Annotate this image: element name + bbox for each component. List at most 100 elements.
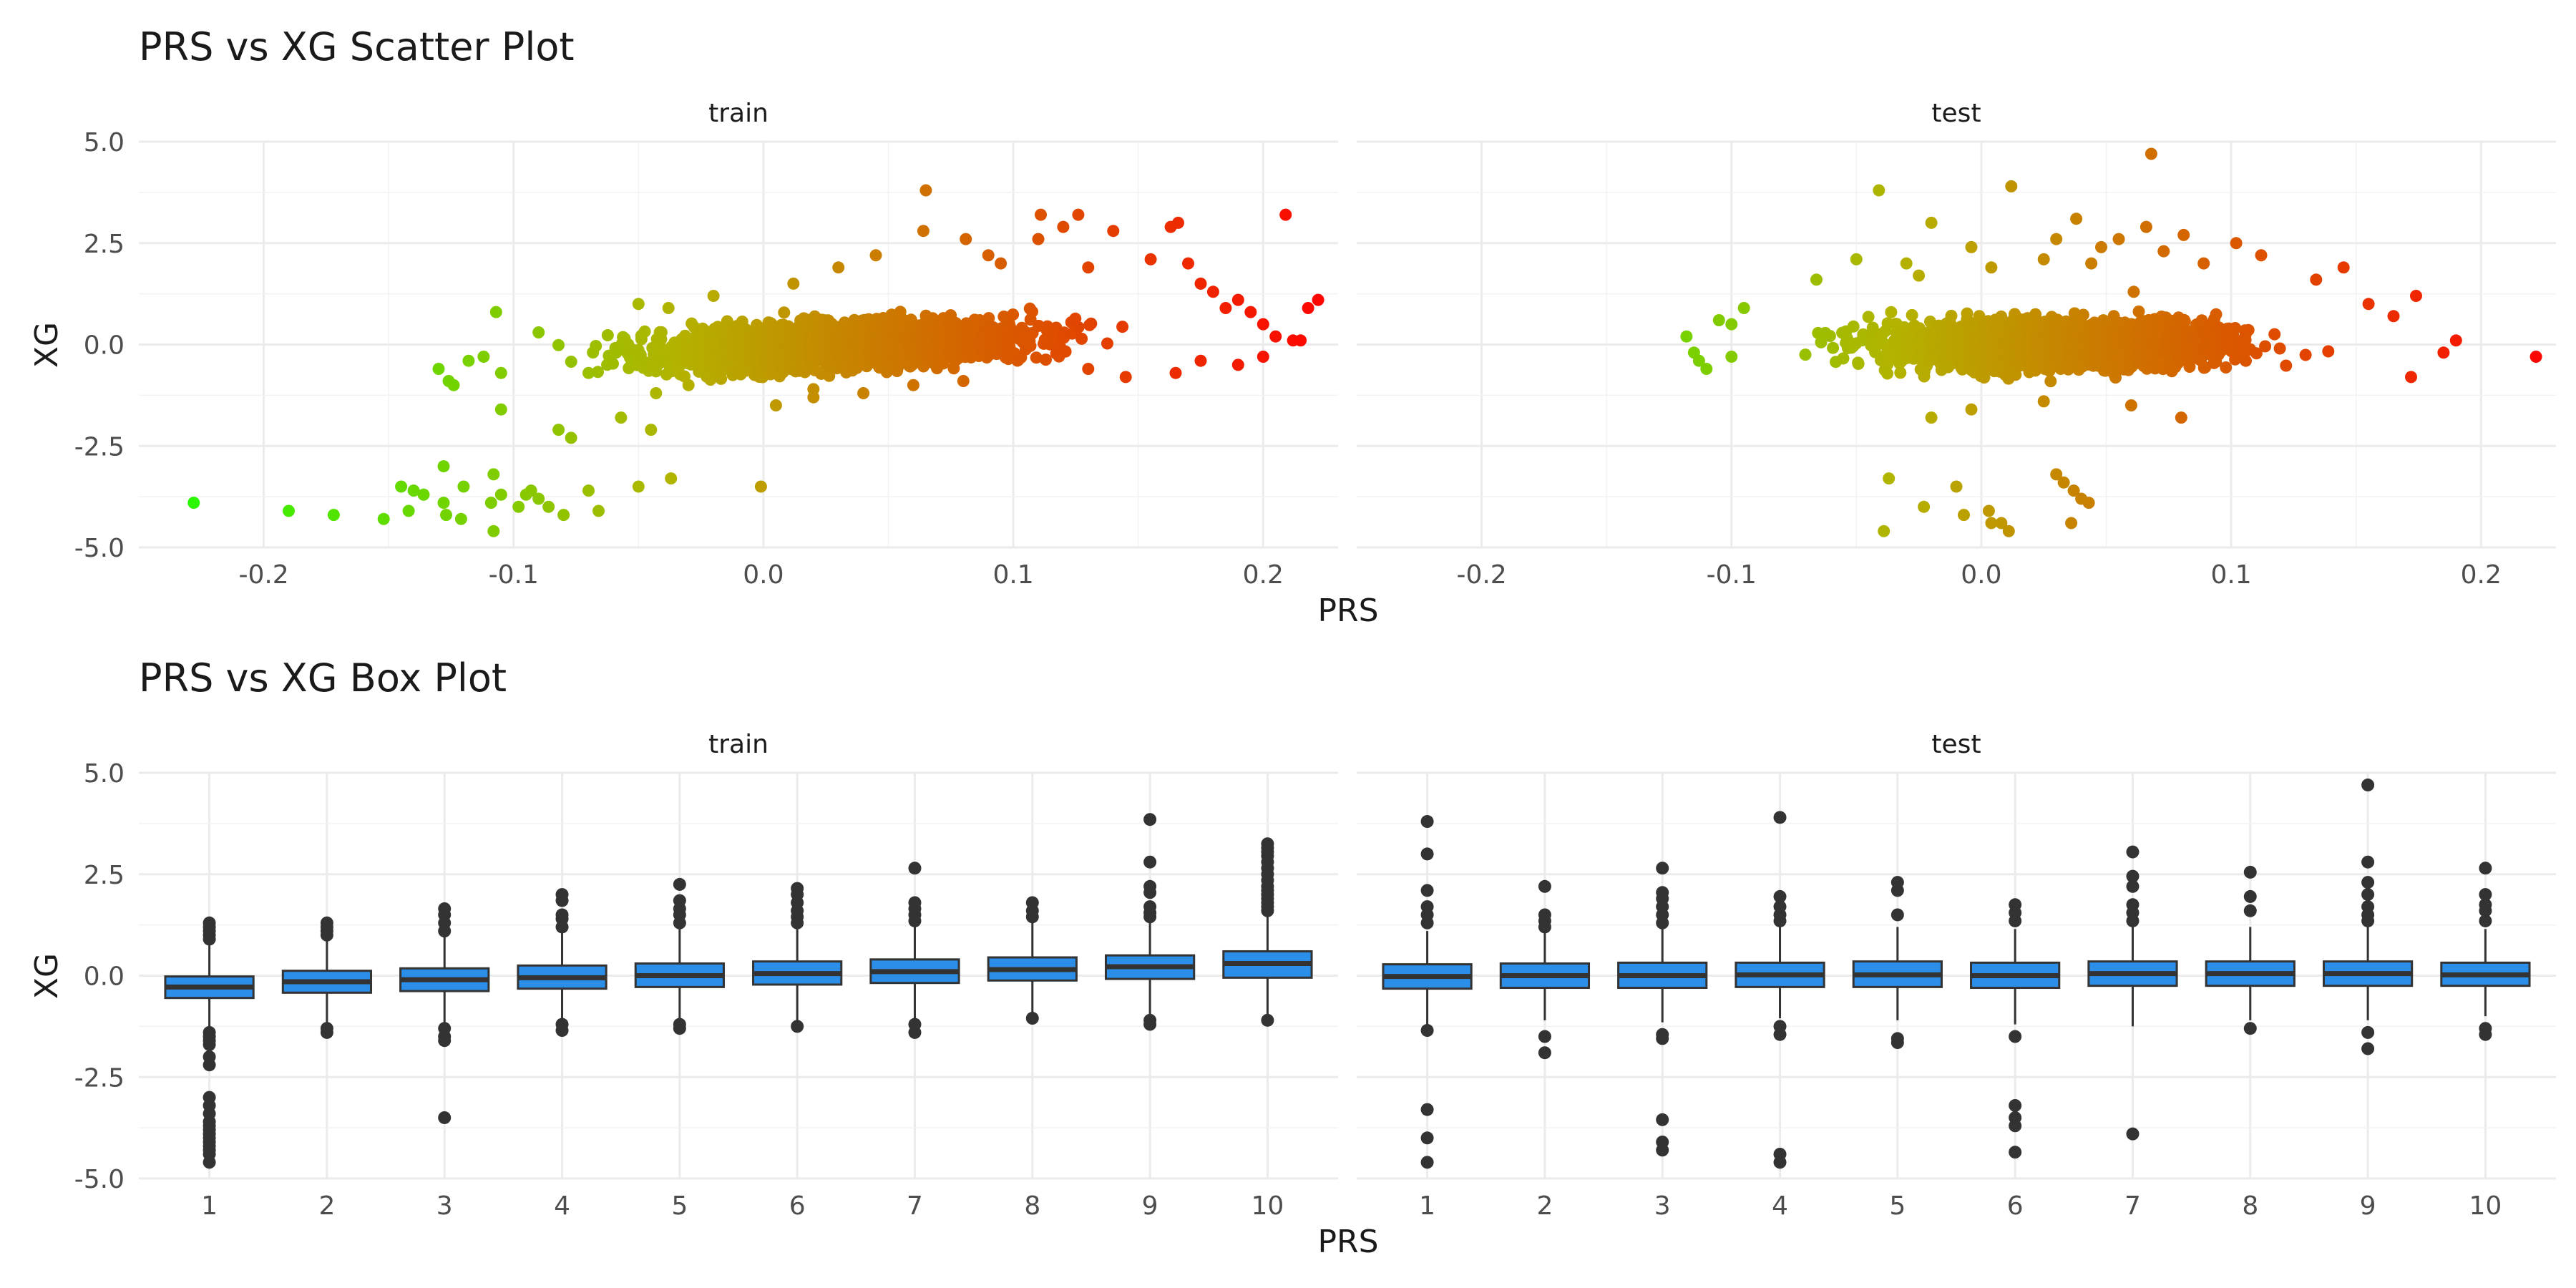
scatter-point xyxy=(525,484,537,497)
scatter-point xyxy=(1950,480,1963,493)
scatter-point xyxy=(665,472,678,485)
scatter-point xyxy=(655,326,668,338)
scatter-point xyxy=(1700,363,1713,375)
scatter-point xyxy=(1007,308,1020,321)
scatter-point xyxy=(1057,220,1070,233)
scatter-point xyxy=(1852,358,1865,370)
scatter-point xyxy=(417,488,430,501)
scatter-strip-label: train xyxy=(708,99,769,128)
scatter-point xyxy=(1026,306,1038,318)
scatter-point xyxy=(582,484,595,497)
scatter-strip-label: test xyxy=(1931,99,1981,128)
scatter-point xyxy=(2057,476,2070,489)
scatter-point xyxy=(1279,208,1292,221)
scatter-y-tick-label: 2.5 xyxy=(84,230,125,259)
scatter-point xyxy=(1945,309,1958,322)
scatter-point xyxy=(1965,240,1978,253)
scatter-point xyxy=(187,497,200,509)
scatter-x-tick-label: 0.1 xyxy=(2210,560,2251,590)
scatter-point xyxy=(1312,293,1324,306)
scatter-point xyxy=(832,261,845,274)
scatter-point xyxy=(2044,375,2057,388)
scatter-point xyxy=(462,354,475,367)
scatter-point xyxy=(707,290,720,302)
scatter-point xyxy=(1194,277,1207,290)
scatter-y-tick-label: 0.0 xyxy=(84,331,125,361)
scatter-point xyxy=(1725,318,1738,331)
scatter-point xyxy=(1985,261,1998,274)
scatter-point xyxy=(662,302,675,314)
scatter-point xyxy=(1913,269,1926,282)
scatter-point xyxy=(1206,286,1219,298)
scatter-point xyxy=(1035,208,1047,221)
scatter-point xyxy=(407,484,420,497)
scatter-point xyxy=(982,249,995,262)
scatter-point xyxy=(1219,302,1232,314)
scatter-point xyxy=(787,277,800,290)
scatter-point xyxy=(2095,240,2107,253)
scatter-point xyxy=(565,356,577,368)
scatter-point xyxy=(1878,525,1890,537)
scatter-point xyxy=(1194,354,1207,367)
scatter-point xyxy=(2070,213,2083,225)
scatter-point xyxy=(1075,332,1088,345)
scatter-point xyxy=(1737,302,1750,314)
scatter-point xyxy=(1257,351,1269,363)
scatter-point xyxy=(457,480,470,493)
scatter-point xyxy=(592,504,605,517)
scatter-y-tick-label: -5.0 xyxy=(74,534,125,563)
scatter-point xyxy=(1894,366,1907,379)
scatter-point xyxy=(327,509,340,522)
scatter-x-tick-label: -0.1 xyxy=(489,560,539,590)
scatter-point xyxy=(1885,306,1898,318)
scatter-point xyxy=(1906,308,1918,321)
scatter-point xyxy=(1107,225,1120,238)
scatter-point xyxy=(1873,184,1885,197)
scatter-point xyxy=(632,298,645,311)
scatter-point xyxy=(1799,348,1812,361)
scatter-point xyxy=(869,249,882,262)
scatter-point xyxy=(1958,509,1970,522)
scatter-point xyxy=(454,512,467,525)
scatter-point xyxy=(395,480,408,493)
scatter-point xyxy=(447,379,460,391)
scatter-point xyxy=(283,504,295,517)
scatter-point xyxy=(1982,504,1995,517)
scatter-x-tick-label: 0.0 xyxy=(1961,560,2001,590)
scatter-point xyxy=(823,369,836,382)
scatter-point xyxy=(2085,257,2098,270)
scatter-point xyxy=(512,500,525,513)
scatter-point xyxy=(494,488,507,501)
scatter-point xyxy=(1231,293,1244,306)
scatter-point xyxy=(1169,366,1182,379)
scatter-point xyxy=(1040,353,1052,366)
scatter-x-tick-label: 0.2 xyxy=(2461,560,2502,590)
scatter-point xyxy=(532,492,545,505)
scatter-point xyxy=(2077,308,2089,321)
scatter-point xyxy=(377,512,390,525)
scatter-point xyxy=(1119,371,1132,384)
scatter-point xyxy=(2037,253,2050,265)
scatter-point xyxy=(590,340,602,352)
scatter-point xyxy=(557,509,570,522)
scatter-x-tick-label: 0.1 xyxy=(992,560,1033,590)
scatter-point xyxy=(477,351,490,363)
scatter-point xyxy=(1862,311,1875,323)
scatter-point xyxy=(565,431,577,444)
scatter-point xyxy=(582,366,595,379)
scatter-point xyxy=(1257,318,1269,331)
scatter-point xyxy=(487,525,500,537)
scatter-point xyxy=(2127,286,2140,298)
scatter-point xyxy=(1918,500,1931,513)
scatter-point xyxy=(607,357,619,370)
scatter-point xyxy=(1294,334,1307,347)
scatter-point xyxy=(1925,216,1938,229)
scatter-point xyxy=(2037,395,2050,408)
scatter-point xyxy=(957,375,970,387)
scatter-point xyxy=(437,497,450,509)
scatter-point xyxy=(1024,339,1037,352)
scatter-point xyxy=(1827,341,1840,354)
scatter-point xyxy=(769,399,782,411)
